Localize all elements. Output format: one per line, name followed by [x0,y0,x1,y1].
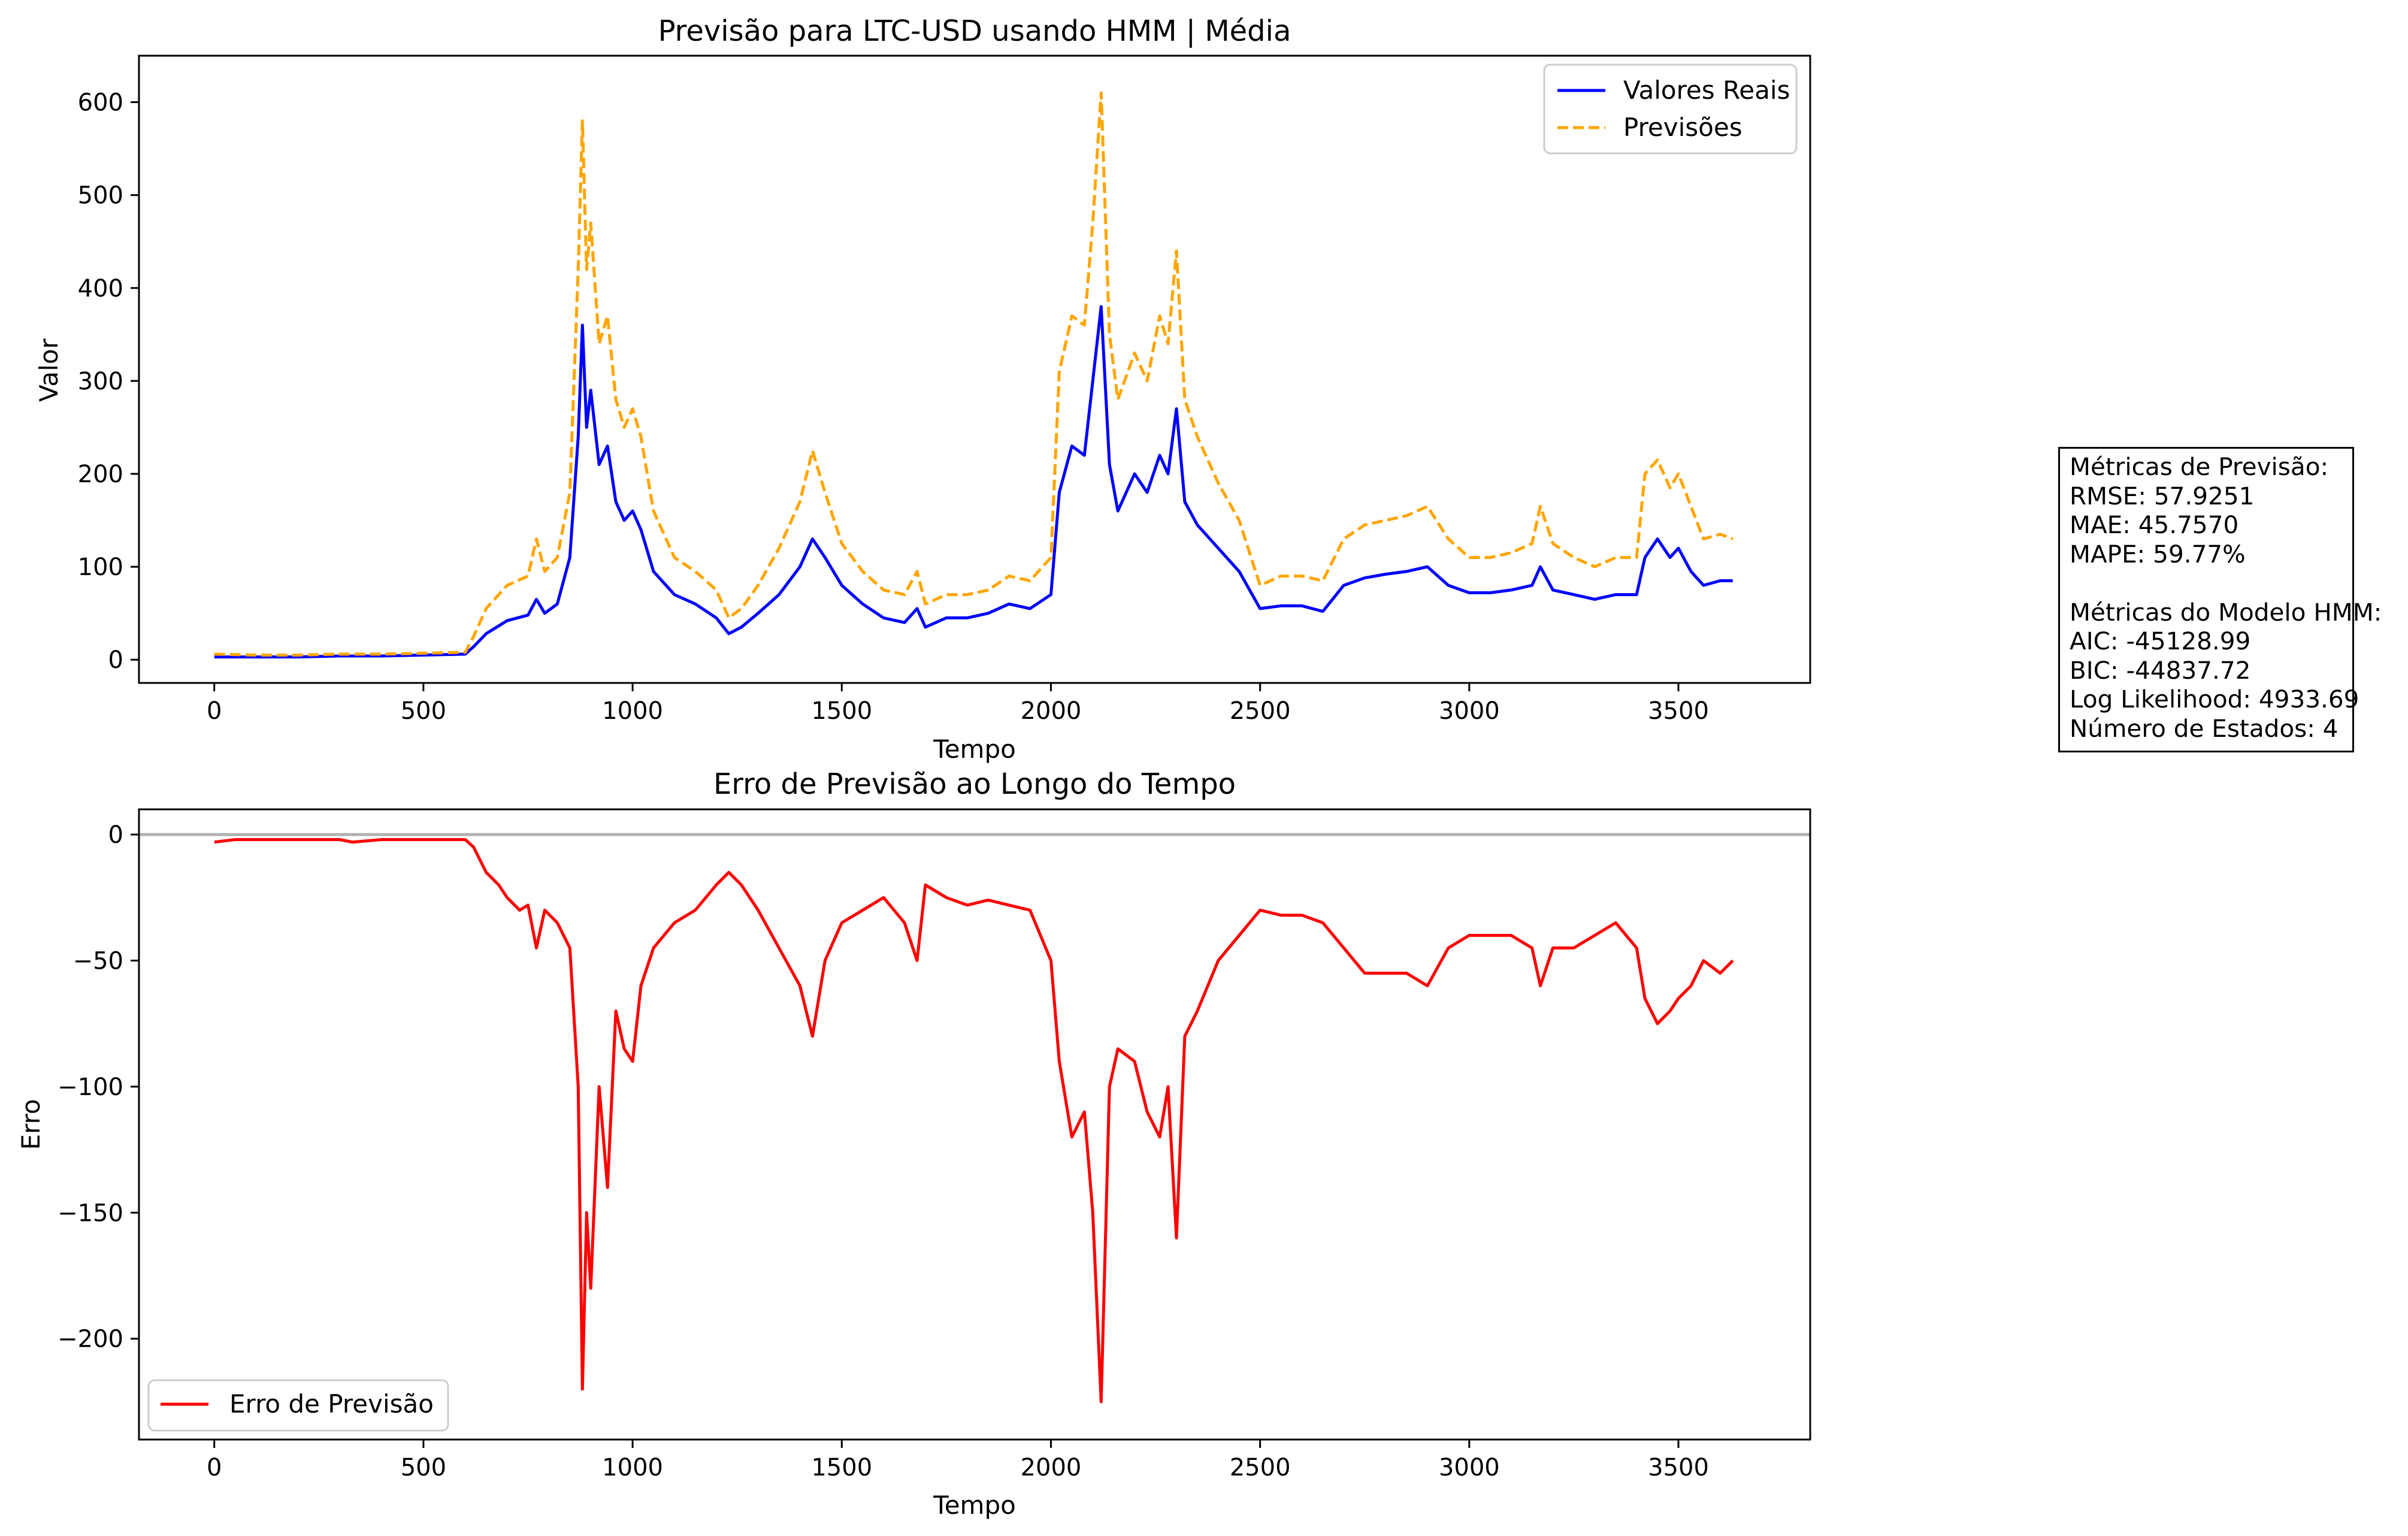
x-tick-label: 3000 [1439,1454,1500,1481]
series-line-1-0 [214,838,1734,1404]
y-tick-label: 200 [78,461,123,488]
error-y-axis-label: Erro [16,1099,46,1150]
x-tick-label: 1500 [811,697,872,725]
x-tick-label: 3000 [1439,697,1500,725]
forecast-y-ticks: 0 100 200 300 400 500 600 [78,89,139,674]
x-tick-label: 1000 [602,697,663,725]
y-tick-label: 100 [78,554,123,581]
forecast-legend: Valores Reais Previsões [1543,64,1798,155]
legend-label-valores-reais: Valores Reais [1623,75,1790,105]
y-tick-label: 600 [78,89,123,117]
y-tick-label: 0 [108,646,123,674]
metrics-line: RMSE: 57.9251 [2070,481,2255,510]
error-plot-frame [138,808,1811,1441]
forecast-legend-box [1543,64,1798,155]
metrics-line: Número de Estados: 4 [2070,713,2339,743]
x-tick-label: 1500 [811,1454,872,1481]
metrics-line: BIC: -44837.72 [2070,655,2251,685]
y-tick-label: −200 [58,1326,123,1353]
legend-label-previsoes: Previsões [1623,113,1743,142]
forecast-chart: Previsão para LTC-USD usando HMM | Média… [34,14,1811,764]
error-series-layer [214,838,1734,1404]
x-tick-label: 2500 [1230,697,1291,725]
error-chart-title: Erro de Previsão ao Longo do Tempo [713,767,1236,801]
metrics-line: AIC: -45128.99 [2070,627,2251,655]
x-tick-label: 2000 [1021,1454,1082,1481]
error-x-ticks: 0 500 1000 1500 2000 2500 3000 3500 [207,1440,1709,1481]
metrics-line: MAPE: 59.77% [2070,539,2246,569]
forecast-x-ticks: 0 500 1000 1500 2000 2500 3000 3500 [207,683,1709,725]
metrics-line: Métricas de Previsão: [2070,452,2329,481]
x-tick-label: 2500 [1230,1454,1291,1481]
forecast-x-axis-label: Tempo [933,734,1016,764]
x-tick-label: 2000 [1021,697,1082,725]
error-y-ticks: 0 −50 −100 −150 −200 [58,821,139,1353]
y-tick-label: 500 [78,182,123,210]
series-line-0-0 [214,305,1733,659]
forecast-chart-title: Previsão para LTC-USD usando HMM | Média [658,14,1291,48]
x-tick-label: 1000 [602,1454,663,1481]
metrics-line [2070,569,2352,598]
error-chart: Erro de Previsão ao Longo do Tempo 0 500 1… [16,767,1811,1520]
error-legend-box [147,1379,449,1432]
forecast-plot-frame [138,55,1811,684]
error-legend: Erro de Previsão [147,1379,449,1432]
y-tick-label: 0 [108,821,123,849]
metrics-line: MAE: 45.7570 [2070,510,2239,539]
metrics-box: Métricas de Previsão: RMSE: 57.9251 MAE:… [2058,447,2382,752]
x-tick-label: 0 [207,697,222,725]
x-tick-label: 0 [207,1454,222,1481]
error-x-axis-label: Tempo [933,1490,1016,1520]
forecast-series-layer [214,91,1734,659]
y-tick-label: −50 [73,947,123,975]
y-tick-label: −100 [58,1074,123,1101]
x-tick-label: 3500 [1648,697,1709,725]
legend-label-erro-de-previsao: Erro de Previsão [229,1389,434,1419]
y-tick-label: 400 [78,275,123,303]
forecast-y-axis-label: Valor [34,338,63,402]
y-tick-label: −150 [58,1199,123,1227]
x-tick-label: 500 [401,697,446,725]
y-tick-label: 300 [78,368,123,395]
metrics-line: Métricas do Modelo HMM: [2070,597,2382,627]
x-tick-label: 3500 [1648,1454,1709,1481]
x-tick-label: 500 [401,1454,446,1481]
series-line-0-1 [214,91,1734,657]
metrics-line: Log Likelihood: 4933.69 [2070,685,2359,713]
